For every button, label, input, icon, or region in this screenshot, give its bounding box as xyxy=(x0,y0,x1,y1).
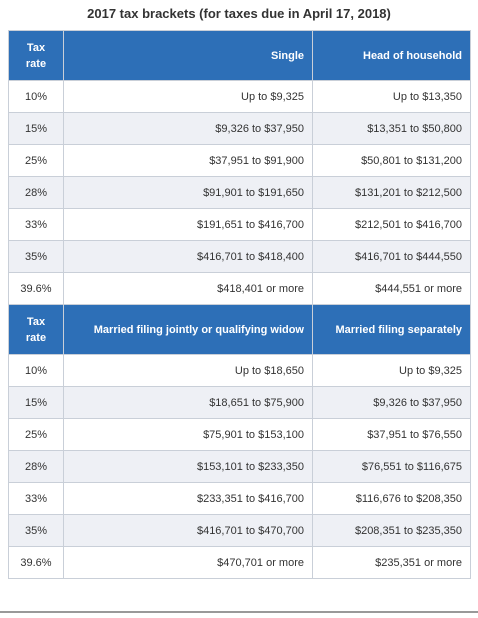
table-row: 39.6% $470,701 or more $235,351 or more xyxy=(8,546,471,579)
table-cell: 35% xyxy=(8,514,64,547)
divider xyxy=(0,611,478,613)
table-row: 25% $37,951 to $91,900 $50,801 to $131,200 xyxy=(8,144,471,177)
table-row: 35% $416,701 to $470,700 $208,351 to $235,… xyxy=(8,514,471,547)
table-cell: Up to $9,325 xyxy=(63,80,313,113)
table-cell: $37,951 to $91,900 xyxy=(63,144,313,177)
table-cell: $37,951 to $76,550 xyxy=(312,418,471,451)
table-cell: 10% xyxy=(8,80,64,113)
header-cell: Married filing separately xyxy=(312,304,471,355)
header-cell: Tax rate xyxy=(8,30,64,81)
table-cell: $416,701 to $470,700 xyxy=(63,514,313,547)
table-cell: Up to $18,650 xyxy=(63,354,313,387)
table-row: 39.6% $418,401 or more $444,551 or more xyxy=(8,272,471,305)
table-cell: $444,551 or more xyxy=(312,272,471,305)
table-row: 35% $416,701 to $418,400 $416,701 to $444,… xyxy=(8,240,471,273)
table-cell: $91,901 to $191,650 xyxy=(63,176,313,209)
tax-table: Tax rate Single Head of household 10% Up to … xyxy=(8,30,471,579)
table-cell: $208,351 to $235,350 xyxy=(312,514,471,547)
table-cell: 35% xyxy=(8,240,64,273)
table-cell: $50,801 to $131,200 xyxy=(312,144,471,177)
table-cell: 33% xyxy=(8,482,64,515)
table-cell: $9,326 to $37,950 xyxy=(312,386,471,419)
table-cell: $9,326 to $37,950 xyxy=(63,112,313,145)
table-cell: $153,101 to $233,350 xyxy=(63,450,313,483)
table-cell: $418,401 or more xyxy=(63,272,313,305)
table-cell: 15% xyxy=(8,386,64,419)
table-cell: $416,701 to $418,400 xyxy=(63,240,313,273)
table-cell: $18,651 to $75,900 xyxy=(63,386,313,419)
table-cell: $75,901 to $153,100 xyxy=(63,418,313,451)
table-row: 28% $153,101 to $233,350 $76,551 to $116,6… xyxy=(8,450,471,483)
header-row: Tax rate Married filing jointly or qualif… xyxy=(8,304,471,355)
table-row: 15% $9,326 to $37,950 $13,351 to $50,800 xyxy=(8,112,471,145)
table-row: 33% $233,351 to $416,700 $116,676 to $208,… xyxy=(8,482,471,515)
table-cell: 25% xyxy=(8,418,64,451)
table-cell: $470,701 or more xyxy=(63,546,313,579)
header-cell: Single xyxy=(63,30,313,81)
table-row: 15% $18,651 to $75,900 $9,326 to $37,950 xyxy=(8,386,471,419)
table-cell: 39.6% xyxy=(8,546,64,579)
table-cell: 33% xyxy=(8,208,64,241)
table-cell: $212,501 to $416,700 xyxy=(312,208,471,241)
table-cell: 25% xyxy=(8,144,64,177)
table-cell: $191,651 to $416,700 xyxy=(63,208,313,241)
table-cell: 15% xyxy=(8,112,64,145)
table-row: 33% $191,651 to $416,700 $212,501 to $416,… xyxy=(8,208,471,241)
table-cell: $233,351 to $416,700 xyxy=(63,482,313,515)
table-cell: $416,701 to $444,550 xyxy=(312,240,471,273)
title: 2017 tax brackets (for taxes due in Apri… xyxy=(87,6,391,21)
table-row: 28% $91,901 to $191,650 $131,201 to $212,5… xyxy=(8,176,471,209)
table-row: 25% $75,901 to $153,100 $37,951 to $76,550 xyxy=(8,418,471,451)
header-cell: Tax rate xyxy=(8,304,64,355)
table-cell: 39.6% xyxy=(8,272,64,305)
table-cell: $76,551 to $116,675 xyxy=(312,450,471,483)
table-cell: Up to $9,325 xyxy=(312,354,471,387)
table-row: 10% Up to $18,650 Up to $9,325 xyxy=(8,354,471,387)
header-cell: Head of household xyxy=(312,30,471,81)
table-cell: 28% xyxy=(8,450,64,483)
table-row: 10% Up to $9,325 Up to $13,350 xyxy=(8,80,471,113)
header-row: Tax rate Single Head of household xyxy=(8,30,471,81)
table-cell: $13,351 to $50,800 xyxy=(312,112,471,145)
header-cell: Married filing jointly or qualifying wid… xyxy=(63,304,313,355)
table-cell: $131,201 to $212,500 xyxy=(312,176,471,209)
table-cell: $235,351 or more xyxy=(312,546,471,579)
table-cell: 10% xyxy=(8,354,64,387)
table-cell: 28% xyxy=(8,176,64,209)
table-cell: Up to $13,350 xyxy=(312,80,471,113)
table-cell: $116,676 to $208,350 xyxy=(312,482,471,515)
